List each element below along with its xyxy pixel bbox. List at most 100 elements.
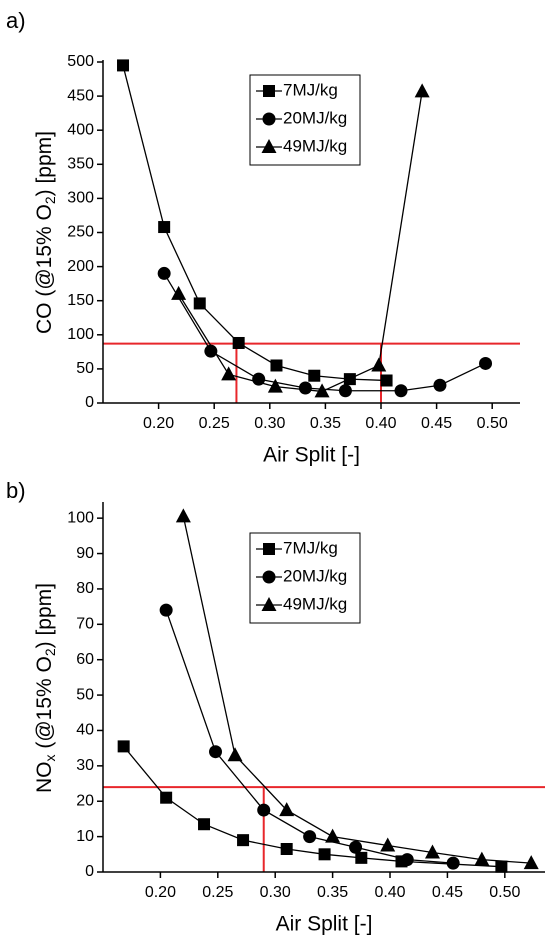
x-tick-label: 0.35 (310, 415, 341, 432)
x-tick-label: 0.30 (254, 415, 285, 432)
data-point (209, 745, 223, 759)
data-point (298, 381, 312, 395)
x-tick-label: 0.40 (374, 884, 405, 901)
data-point (523, 855, 539, 870)
x-tick-label: 0.40 (365, 415, 396, 432)
legend-marker (261, 139, 277, 153)
data-point (479, 356, 493, 370)
data-point (338, 384, 352, 398)
data-point (237, 834, 250, 847)
series-line (123, 745, 502, 868)
data-point (394, 384, 408, 398)
x-tick-label: 0.45 (421, 415, 452, 432)
x-tick-label: 0.35 (317, 884, 348, 901)
y-axis-label: CO (@15% O2) [ppm] (33, 131, 58, 334)
y-tick-label: 50 (76, 360, 94, 377)
data-point (117, 740, 130, 753)
data-point (380, 374, 393, 387)
legend-marker (263, 543, 275, 555)
data-point (221, 366, 237, 381)
y-tick-label: 30 (76, 757, 94, 774)
legend-label: 7MJ/kg (283, 538, 338, 557)
panel-label: a) (6, 8, 26, 33)
y-tick-label: 100 (67, 509, 94, 526)
data-point (349, 840, 363, 854)
data-point (355, 851, 368, 864)
legend-marker (261, 597, 277, 611)
data-point (424, 844, 440, 859)
y-tick-label: 10 (76, 828, 94, 845)
data-point (160, 791, 173, 804)
x-tick-label: 0.50 (477, 415, 508, 432)
legend-label: 49MJ/kg (283, 594, 347, 613)
data-point (270, 359, 283, 372)
data-point (158, 221, 171, 234)
legend-marker (263, 85, 275, 97)
data-point (232, 336, 245, 349)
y-tick-label: 500 (67, 53, 94, 70)
data-point (171, 285, 187, 300)
series-line (178, 91, 423, 393)
data-point (159, 603, 173, 617)
y-axis-label-part: 2 (42, 648, 58, 656)
y-tick-label: 350 (67, 156, 94, 173)
data-point (495, 860, 508, 873)
y-tick-label: 80 (76, 580, 94, 597)
y-axis-label-part: 2 (42, 196, 58, 204)
y-tick-label: 70 (76, 616, 94, 633)
y-axis-label-part: ) [ppm] (33, 583, 56, 648)
y-tick-label: 450 (67, 87, 94, 104)
y-tick-label: 50 (76, 686, 94, 703)
y-tick-label: 0 (85, 863, 94, 880)
panel-label: b) (6, 478, 26, 503)
data-point (157, 266, 171, 280)
data-point (314, 383, 330, 398)
legend-marker (262, 112, 276, 126)
x-tick-label: 0.20 (143, 415, 174, 432)
y-tick-label: 300 (67, 190, 94, 207)
x-tick-label: 0.25 (202, 884, 233, 901)
data-point (175, 508, 191, 523)
data-point (371, 357, 387, 372)
legend-marker (262, 570, 276, 584)
y-tick-label: 60 (76, 651, 94, 668)
x-tick-label: 0.30 (260, 884, 291, 901)
data-point (446, 856, 460, 870)
legend-label: 49MJ/kg (283, 136, 347, 155)
y-tick-label: 100 (67, 326, 94, 343)
y-axis-label-part: ) [ppm] (33, 131, 56, 196)
x-tick-label: 0.25 (199, 415, 230, 432)
data-point (380, 837, 396, 852)
data-point (474, 851, 490, 866)
data-point (227, 747, 243, 762)
data-point (280, 843, 293, 855)
data-point (257, 803, 271, 817)
data-point (117, 59, 130, 72)
data-point (325, 828, 341, 843)
data-point (279, 802, 295, 817)
data-point (308, 369, 321, 382)
x-axis-label: Air Split [-] (276, 913, 373, 936)
y-tick-label: 200 (67, 258, 94, 275)
y-tick-label: 150 (67, 292, 94, 309)
x-tick-label: 0.50 (489, 884, 520, 901)
x-tick-label: 0.20 (145, 884, 176, 901)
y-tick-label: 40 (76, 722, 94, 739)
y-tick-label: 0 (85, 394, 94, 411)
data-point (193, 297, 206, 310)
data-point (267, 378, 283, 393)
legend-label: 20MJ/kg (283, 108, 347, 127)
y-axis-label-part: CO (@15% O (33, 204, 56, 334)
y-tick-label: 20 (76, 792, 94, 809)
data-point (204, 344, 218, 358)
x-axis-label: Air Split [-] (263, 444, 360, 467)
data-point (414, 83, 430, 98)
y-axis-label-part: (@15% O (33, 656, 56, 754)
y-tick-label: 400 (67, 121, 94, 138)
y-tick-label: 250 (67, 224, 94, 241)
series-line (163, 273, 486, 392)
data-point (303, 830, 317, 844)
y-axis-label-part: NO (33, 762, 56, 794)
data-point (433, 378, 447, 392)
